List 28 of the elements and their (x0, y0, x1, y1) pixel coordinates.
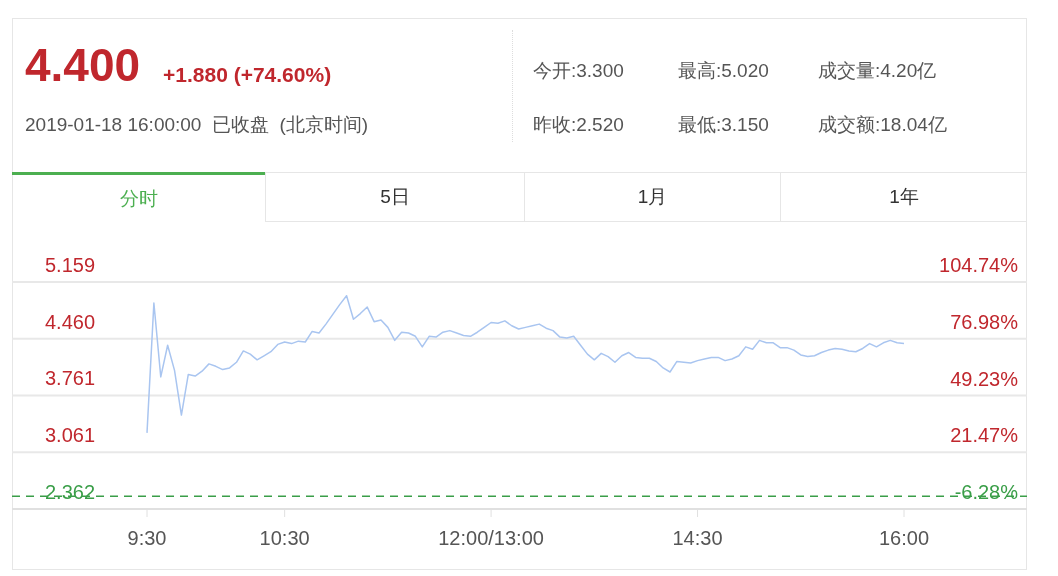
text: 成交量:4.20亿 (818, 59, 937, 83)
y2-tick-label: 49.23% (950, 367, 1019, 390)
text: 2019-01-18 16:00:00 已收盘 (北京时间) (25, 113, 369, 137)
text: 5日 (380, 185, 410, 209)
text: 1年 (889, 185, 919, 209)
chart-title: 4.400 (25, 39, 141, 91)
text: 分时 (119, 186, 158, 211)
y-tick-label: 4.460 (45, 310, 96, 333)
x-tick-label: 10:30 (259, 527, 310, 549)
x-tick-label: 14:30 (672, 527, 723, 549)
y2-tick-label: -6.28% (954, 481, 1019, 503)
text: 今开:3.300 (533, 59, 624, 83)
x-tick-label: 12:00/13:00 (438, 527, 544, 549)
text: 最高:5.020 (678, 59, 769, 83)
y2-tick-label: 76.98% (950, 310, 1019, 333)
text: 1月 (637, 185, 668, 209)
chart-subtitle: +1.880 (+74.60%) (163, 62, 332, 88)
y-tick-label: 5.159 (45, 254, 96, 276)
text: 成交额:18.04亿 (818, 113, 947, 137)
y-tick-label: 3.761 (45, 367, 96, 390)
text: 昨收:2.520 (533, 113, 624, 137)
x-tick-label: 9:30 (127, 527, 167, 549)
y-tick-label: 3.061 (45, 424, 96, 447)
x-tick-label: 16:00 (878, 527, 930, 549)
y-tick-label: 2.362 (45, 481, 96, 503)
text: 最低:3.150 (678, 113, 769, 137)
y2-tick-label: 21.47% (950, 424, 1019, 447)
y2-tick-label: 104.74% (939, 254, 1019, 276)
